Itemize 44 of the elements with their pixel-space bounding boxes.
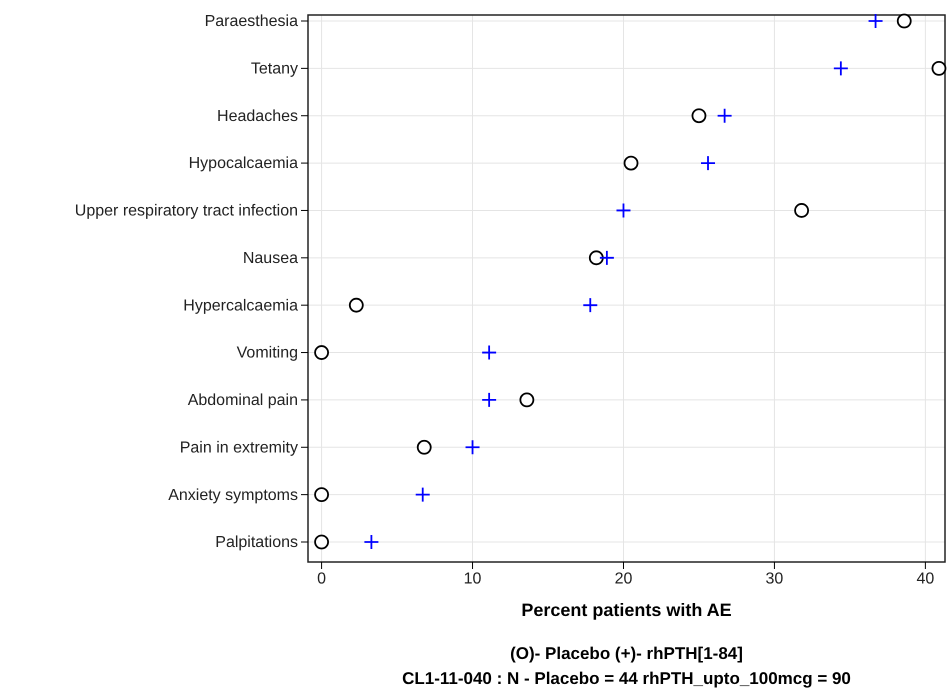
point: [616, 202, 632, 218]
point: [314, 534, 329, 550]
point: [832, 60, 849, 76]
y-tick-label: Palpitations: [215, 534, 298, 552]
y-tick-label: Paraesthesia: [204, 13, 298, 30]
x-tick-label: 10: [464, 570, 482, 588]
point: [692, 108, 706, 124]
point: [519, 392, 534, 408]
point: [481, 392, 498, 408]
point: [588, 250, 604, 266]
point: [700, 155, 716, 171]
y-tick-label: Tetany: [250, 60, 298, 78]
point: [598, 250, 615, 266]
text: CL1-11-040 : N - Placebo = 44 rhPTH_upto_100mcg = 90: [402, 669, 851, 688]
x-axis-title: Percent patients with AE: [521, 600, 732, 620]
point: [932, 60, 946, 76]
point: [364, 534, 380, 550]
x-tick-label: 30: [766, 570, 784, 588]
y-tick-label: Pain in extremity: [180, 439, 298, 456]
y-tick-label: Nausea: [242, 250, 298, 267]
point: [314, 345, 329, 360]
point: [716, 108, 733, 124]
point: [794, 203, 809, 218]
y-tick-label: Hypercalcaemia: [183, 297, 298, 314]
y-tick-label: Upper respiratory tract infection: [74, 202, 298, 220]
y-tick-label: Hypocalcaemia: [188, 155, 298, 172]
y-tick-label: Headaches: [217, 108, 298, 125]
y-tick-label: Vomiting: [236, 344, 298, 362]
text: (O)- Placebo (+)- rhPTH[1-84]: [510, 644, 743, 663]
x-tick-label: 0: [317, 570, 326, 588]
x-tick-label: 20: [614, 570, 632, 588]
point: [481, 344, 498, 360]
point: [416, 440, 432, 455]
y-tick-label: Abdominal pain: [188, 392, 298, 410]
point: [464, 439, 480, 456]
x-tick-label: 40: [916, 570, 934, 588]
point: [896, 14, 912, 28]
y-tick-label: Anxiety symptoms: [168, 486, 298, 504]
point: [582, 297, 598, 314]
point: [348, 298, 364, 313]
point: [624, 156, 638, 170]
point: [314, 487, 329, 502]
point: [414, 486, 431, 503]
point: [868, 13, 884, 29]
